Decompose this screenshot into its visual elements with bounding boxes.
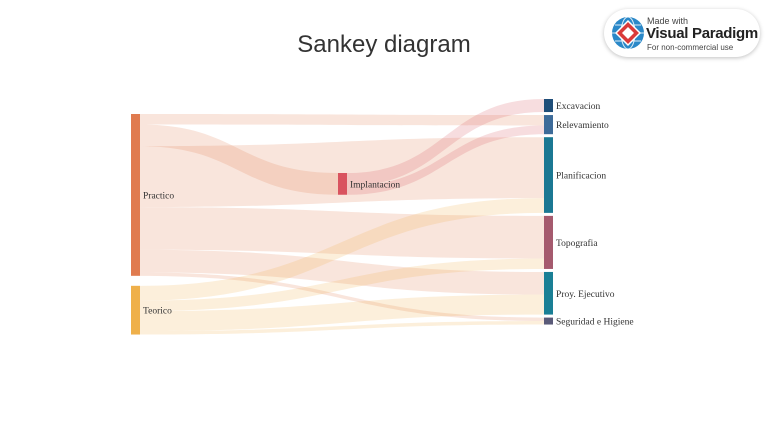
node-planificacion[interactable] — [544, 137, 553, 213]
node-label-proy_ejecutivo: Proy. Ejecutivo — [556, 290, 615, 300]
visual-paradigm-logo-icon — [612, 16, 644, 50]
node-teorico[interactable] — [131, 285, 140, 335]
node-topografia[interactable] — [544, 215, 553, 269]
link-teorico-planificacion[interactable] — [140, 198, 544, 301]
sankey-labels: Practico Teorico Implantacion Excavacion Rel… — [143, 102, 634, 328]
node-label-excavacion: Excavacion — [556, 102, 601, 112]
node-proy_ejecutivo[interactable] — [544, 271, 553, 315]
node-label-relevamiento: Relevamiento — [556, 121, 609, 131]
node-seguridad[interactable] — [544, 317, 553, 325]
link-teorico-seguridad[interactable] — [140, 321, 544, 335]
sankey-nodes — [131, 99, 553, 335]
link-implantacion-excavacion[interactable] — [347, 99, 544, 187]
link-teorico-proy_ejecutivo[interactable] — [140, 294, 544, 332]
node-relevamiento[interactable] — [544, 115, 553, 135]
node-excavacion[interactable] — [544, 99, 553, 113]
link-teorico-topografia[interactable] — [140, 258, 544, 312]
made-with-badge[interactable]: Made with Visual Paradigm For non-commer… — [604, 9, 760, 57]
sankey-links — [140, 99, 544, 335]
badge-brand: Visual Paradigm — [646, 25, 758, 42]
link-practico-seguridad[interactable] — [140, 272, 544, 322]
node-label-practico: Practico — [143, 191, 174, 201]
badge-note: For non-commercial use — [647, 43, 734, 52]
node-label-teorico: Teorico — [143, 307, 172, 317]
node-label-implantacion: Implantacion — [350, 180, 400, 190]
link-practico-planificacion[interactable] — [140, 137, 544, 208]
node-label-topografia: Topografia — [556, 238, 598, 249]
node-implantacion[interactable] — [338, 173, 347, 195]
node-practico[interactable] — [131, 114, 140, 276]
link-practico-relevamiento[interactable] — [140, 114, 544, 126]
link-practico-topografia[interactable] — [140, 207, 544, 259]
link-implantacion-relevamiento[interactable] — [347, 125, 544, 195]
node-label-seguridad: Seguridad e Higiene — [556, 318, 634, 328]
node-label-planificacion: Planificacion — [556, 171, 606, 182]
link-practico-proy_ejecutivo[interactable] — [140, 249, 544, 295]
link-practico-implantacion[interactable] — [140, 124, 338, 195]
badge-made-with: Made with — [647, 16, 689, 26]
chart-title: Sankey diagram — [297, 31, 471, 58]
